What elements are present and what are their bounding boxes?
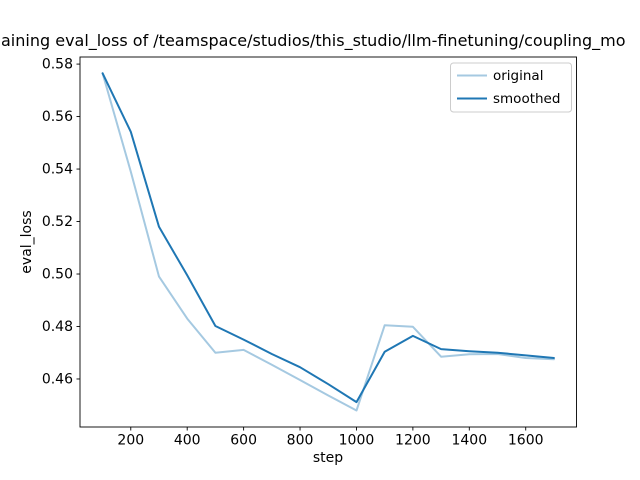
legend: original smoothed	[450, 62, 572, 113]
x-axis-label: step	[313, 450, 343, 466]
y-tick-label: 0.52	[42, 214, 73, 230]
legend-smoothed-label: smoothed	[493, 91, 560, 107]
x-tick-label: 1200	[395, 433, 431, 449]
smoothed-line	[101, 72, 555, 404]
y-tick-label: 0.58	[42, 57, 73, 73]
x-tick-label: 1600	[508, 433, 544, 449]
original-line	[101, 72, 555, 412]
x-tick-label: 400	[174, 433, 201, 449]
axis-ticks: 200 400 600 800 1000 1200 1400 1600 0.46 0.48 0.50…	[42, 57, 544, 449]
x-tick-label: 1400	[451, 433, 487, 449]
y-tick-label: 0.56	[42, 109, 73, 125]
data-lines	[101, 72, 555, 412]
y-tick-label: 0.46	[42, 371, 73, 387]
x-tick-label: 800	[287, 433, 314, 449]
y-axis-label: eval_loss	[19, 210, 35, 273]
y-tick-label: 0.54	[42, 162, 73, 178]
x-tick-label: 200	[117, 433, 144, 449]
y-tick-label: 0.50	[42, 267, 73, 283]
legend-original-label: original	[493, 68, 543, 84]
x-tick-label: 600	[230, 433, 257, 449]
chart-title: aining eval_loss of /teamspace/studios/t…	[1, 31, 626, 51]
x-tick-label: 1000	[339, 433, 375, 449]
axes-frame	[79, 56, 577, 428]
y-tick-label: 0.48	[42, 319, 73, 335]
